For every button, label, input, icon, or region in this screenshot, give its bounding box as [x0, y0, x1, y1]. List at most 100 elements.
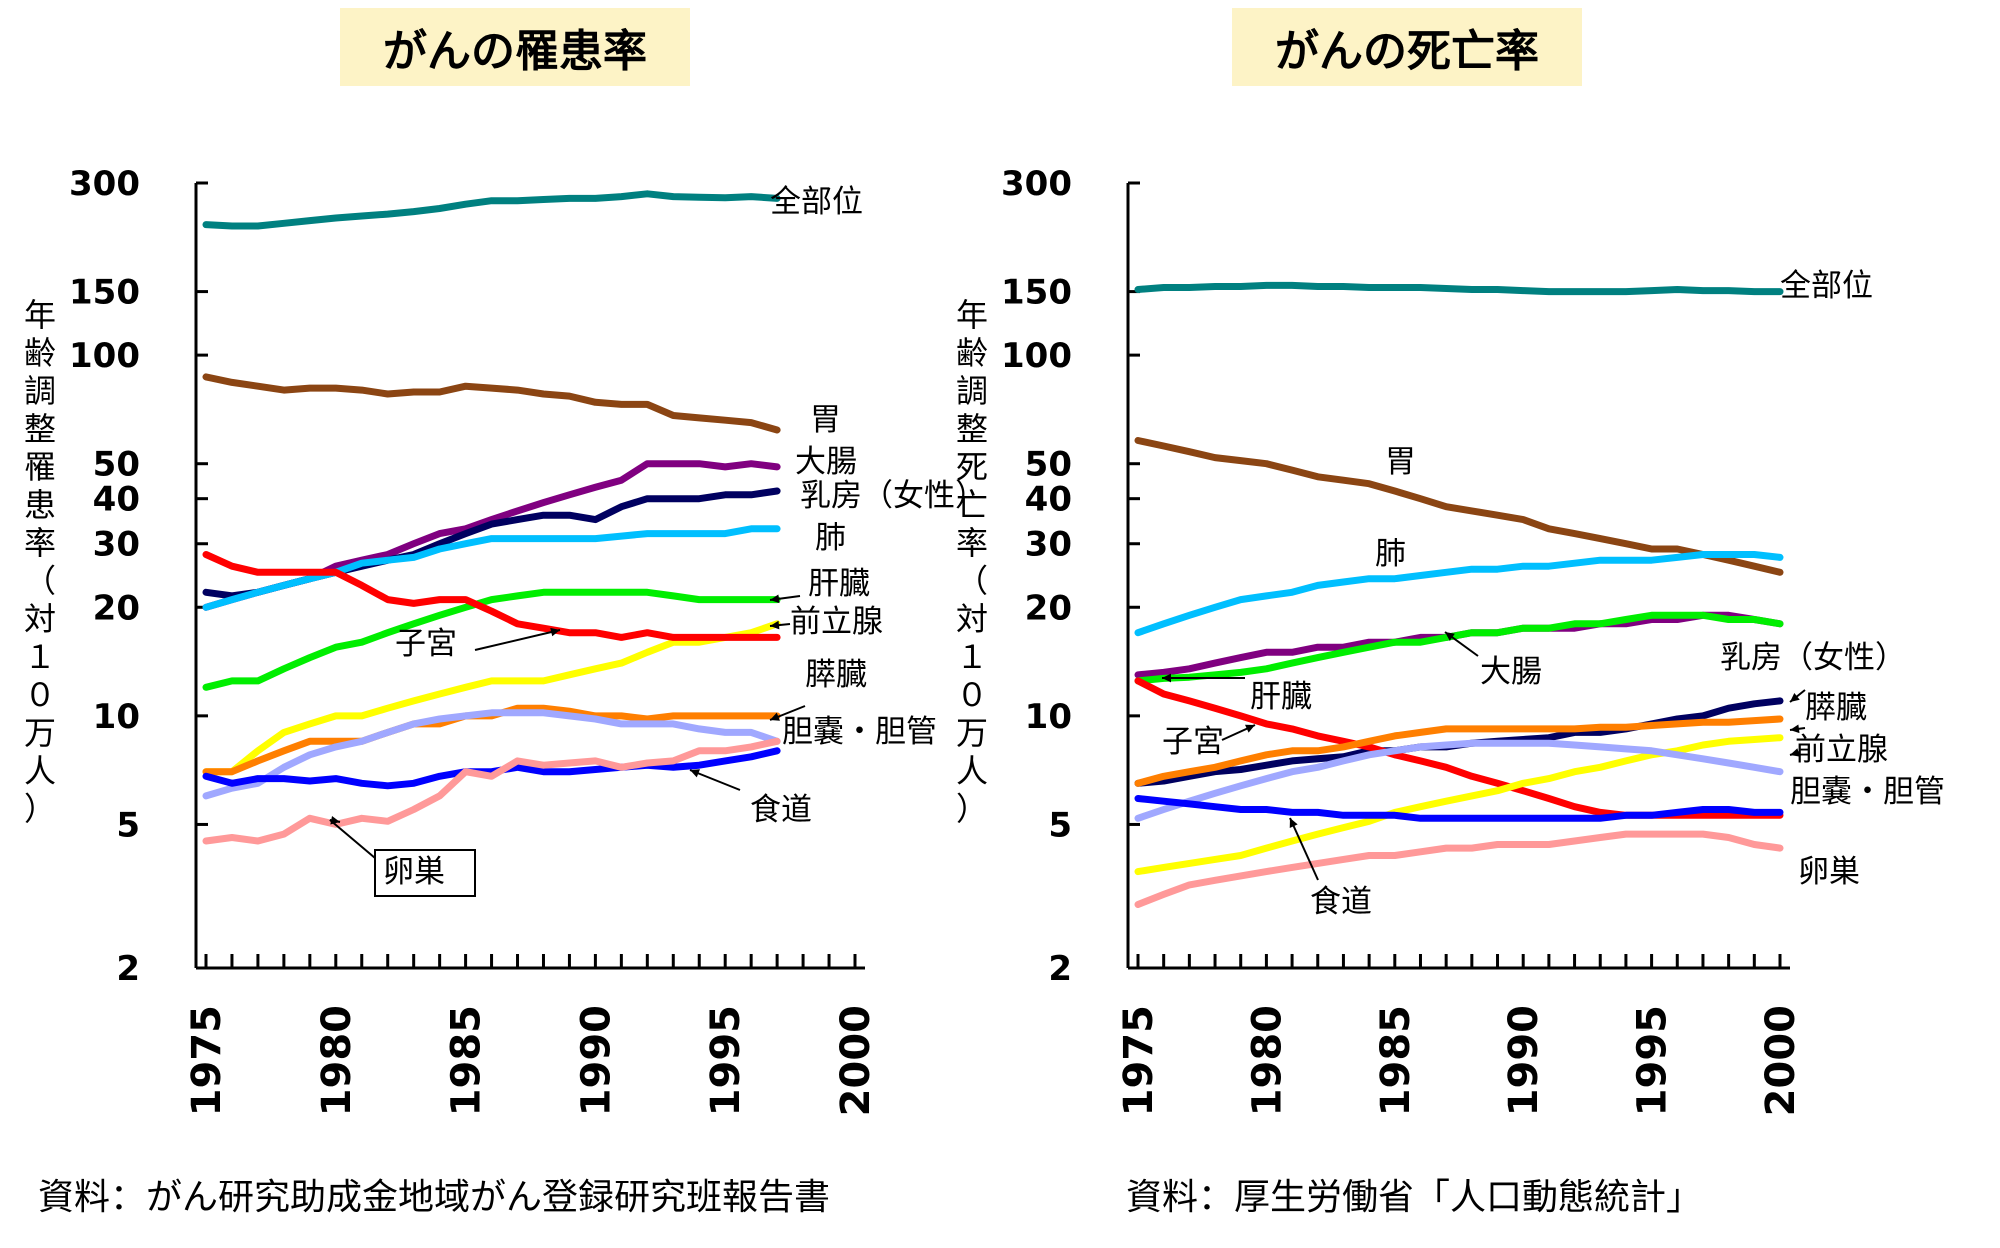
series-line-10 [1134, 795, 1784, 822]
x-tick-label: 2000 [833, 1005, 879, 1116]
y-tick-label: 40 [93, 480, 140, 520]
label-leader-arrowhead [1289, 818, 1298, 828]
label-leader-arrowhead [770, 712, 780, 721]
incidence-source-note: 資料：がん研究助成金地域がん登録研究班報告書 [38, 1177, 831, 1218]
y-axis-title-char: 齢 [956, 334, 988, 372]
series-line-1 [1134, 437, 1784, 576]
y-axis-title-char: （ [956, 562, 988, 600]
label-leader-arrowhead [550, 627, 560, 637]
y-axis-title-char: 死 [956, 448, 988, 486]
series-label: 乳房（女性） [800, 478, 986, 514]
x-tick-label: 1995 [703, 1005, 749, 1116]
y-axis-title-char: ０ [24, 676, 56, 714]
y-axis-title-char: ０ [956, 676, 988, 714]
y-axis-title-char: 整 [956, 410, 988, 448]
series-line-0 [1134, 281, 1784, 296]
y-tick-label: 20 [1025, 588, 1072, 628]
series-line-6 [202, 620, 781, 776]
series-label: 胃 [1385, 444, 1416, 480]
series-label: 大腸 [1480, 654, 1542, 690]
mortality-chart-title: がんの死亡率 [1232, 8, 1582, 86]
series-label: 大腸 [795, 444, 857, 480]
y-axis-title-char: １ [956, 638, 988, 676]
label-leader-arrowhead [690, 769, 700, 778]
y-axis-title-char: 率 [24, 524, 56, 562]
y-tick-label: 5 [1048, 805, 1072, 845]
series-label: 子宮 [395, 626, 457, 662]
series-line-1 [202, 373, 781, 434]
y-tick-label: 2 [1048, 949, 1072, 989]
y-axis-title-char: 人 [956, 752, 988, 790]
series-line-9 [1134, 739, 1784, 822]
y-axis-title-char: 率 [956, 524, 988, 562]
y-axis-title-char: 対 [24, 600, 56, 638]
y-axis-title-char: 年 [956, 296, 988, 334]
y-axis-title-char: 万 [24, 714, 56, 752]
x-tick-label: 1990 [573, 1005, 619, 1116]
y-axis-title-char: 年 [24, 296, 56, 334]
label-leader-arrowhead [1162, 673, 1172, 683]
y-axis-title-char: 万 [956, 714, 988, 752]
y-tick-label: 10 [93, 697, 140, 737]
series-line-4 [1134, 611, 1784, 685]
label-leader-arrowhead [1790, 748, 1800, 757]
y-tick-label: 100 [1001, 336, 1072, 376]
y-tick-label: 10 [1025, 697, 1072, 737]
series-label-box [374, 849, 476, 897]
series-line-7 [202, 551, 781, 641]
series-line-5 [202, 588, 781, 691]
label-leader-arrowhead [1445, 632, 1455, 641]
x-tick-label: 1985 [444, 1005, 490, 1116]
y-axis-title-char: 調 [956, 372, 988, 410]
y-axis-title-char: 人 [24, 752, 56, 790]
y-axis-title-char: １ [24, 638, 56, 676]
x-tick-label: 1975 [184, 1005, 230, 1116]
series-label: 食道 [750, 792, 812, 828]
label-leader-arrowhead [1245, 724, 1255, 733]
series-label: 全部位 [770, 184, 863, 220]
label-leader-line [329, 819, 376, 859]
series-line-3 [1134, 611, 1784, 679]
y-tick-label: 30 [93, 525, 140, 565]
x-tick-label: 1990 [1501, 1005, 1547, 1116]
x-tick-label: 1980 [1244, 1005, 1290, 1116]
series-label: 膵臓 [1805, 690, 1867, 726]
y-tick-label: 150 [69, 273, 140, 313]
series-label: 卵巣 [383, 854, 445, 890]
series-label: 全部位 [1780, 268, 1873, 304]
y-tick-label: 20 [93, 588, 140, 628]
series-label: 肝臓 [1250, 679, 1312, 715]
x-tick-label: 1995 [1630, 1005, 1676, 1116]
mortality-source-note: 資料：厚生労働省「人口動態統計」 [1126, 1177, 1703, 1218]
y-axis-title-char: 亡 [956, 486, 988, 524]
y-axis-title-char: （ [24, 562, 56, 600]
y-tick-label: 30 [1025, 525, 1072, 565]
x-tick-label: 1985 [1373, 1005, 1419, 1116]
incidence-chart-title: がんの罹患率 [340, 8, 690, 86]
series-label: 胆嚢・胆管 [1790, 774, 1945, 810]
label-leader-arrowhead [1790, 724, 1800, 734]
series-label: 肺 [815, 520, 846, 556]
x-tick-label: 2000 [1758, 1005, 1804, 1116]
series-label: 膵臓 [805, 657, 867, 693]
y-tick-label: 300 [69, 164, 140, 204]
y-axis-title-char: 患 [24, 486, 56, 524]
label-leader-line [474, 629, 561, 651]
series-label: 子宮 [1162, 724, 1224, 760]
series-line-0 [202, 190, 781, 230]
y-axis-title-char: 対 [956, 600, 988, 638]
y-axis-title-char: 罹 [24, 448, 56, 486]
label-leader-arrowhead [1790, 692, 1800, 702]
series-line-11 [202, 737, 781, 845]
series-line-9 [202, 709, 781, 800]
x-tick-label: 1975 [1116, 1005, 1162, 1116]
y-axis-title-char: 調 [24, 372, 56, 410]
label-leader-arrowhead [770, 594, 780, 604]
series-line-11 [1134, 830, 1784, 908]
series-label: 前立腺 [790, 604, 883, 640]
